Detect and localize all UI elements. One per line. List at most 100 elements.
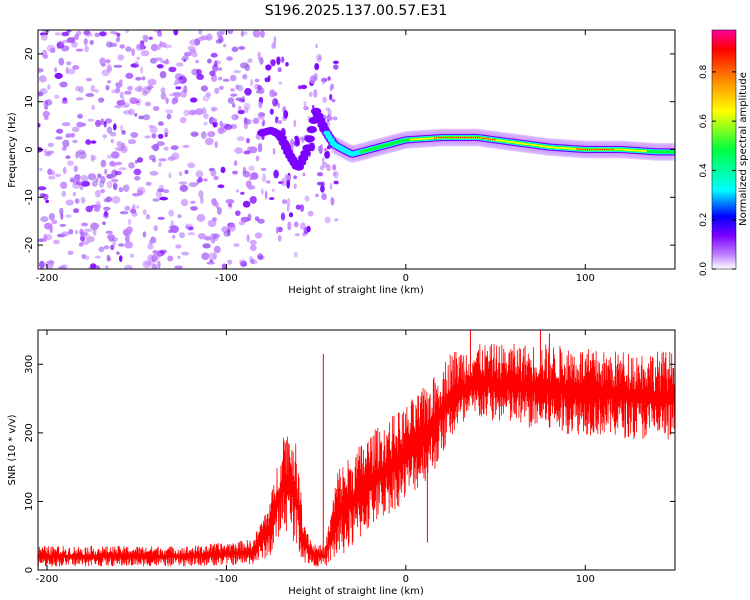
spectrum-noise-blob — [108, 42, 118, 48]
spectrum-ridge-cell — [440, 137, 442, 139]
spectrum-noise-blob — [77, 113, 83, 119]
spectrum-noise-blob — [106, 180, 113, 189]
spectrum-noise-blob — [159, 71, 167, 79]
spectrum-ridge-cell — [428, 137, 432, 140]
spectrum-noise-blob — [153, 57, 163, 61]
spectrum-transition-blob — [280, 212, 286, 221]
spectrum-noise-blob — [133, 168, 142, 176]
spectrum-noise-blob — [106, 154, 112, 159]
spectrum-ridge-cell — [420, 137, 423, 140]
spectrum-transition-blob — [258, 101, 263, 109]
spectrum-ridge-cell — [461, 136, 464, 139]
spectrum-noise-blob — [40, 216, 49, 223]
spectrum-noise-blob — [217, 127, 225, 135]
spectrum-noise-blob — [157, 32, 163, 37]
colorbar-tick-label: 0.0 — [699, 262, 709, 277]
spectrum-transition-blob — [331, 83, 334, 90]
spectrum-noise-blob — [125, 46, 132, 52]
spectrum-noise-blob — [204, 137, 214, 146]
spectrum-noise-blob — [238, 105, 242, 111]
spectrum-noise-blob — [167, 156, 176, 161]
spectrum-noise-blob — [85, 205, 93, 213]
spectrum-noise-blob — [84, 228, 93, 232]
spectrum-noise-blob — [257, 111, 265, 120]
spectrum-noise-blob — [157, 216, 165, 220]
spectrum-noise-blob — [212, 233, 217, 240]
spectrum-noise-blob — [56, 128, 64, 134]
spectrum-ridge-cell — [612, 148, 615, 151]
spectrum-noise-blob — [43, 115, 49, 121]
spectrum-noise-blob — [54, 32, 61, 36]
spectrum-ridge-cell — [495, 139, 499, 142]
spectrum-noise-blob — [116, 251, 120, 255]
spectrum-noise-blob — [46, 44, 56, 52]
spectrum-transition-blob — [264, 77, 271, 83]
spectrum-noise-blob — [180, 57, 187, 61]
spectrum-ridge-cell — [525, 143, 529, 146]
spectrum-ridge-cell — [521, 142, 525, 145]
spectrum-transition-blob — [316, 53, 322, 63]
spectrum-noise-blob — [76, 121, 84, 128]
spectrum-noise-blob — [68, 229, 74, 235]
spectrum-noise-blob — [167, 255, 174, 262]
spectrum-noise-blob — [148, 36, 153, 40]
spectrum-noise-blob — [47, 84, 51, 90]
spectrum-noise-blob — [111, 237, 118, 242]
spectrum-noise-blob — [41, 49, 48, 58]
spectrum-noise-blob — [249, 146, 258, 154]
spectrum-noise-blob — [205, 92, 211, 98]
spectrum-noise-blob — [234, 147, 243, 155]
spectrum-noise-blob — [181, 76, 186, 83]
spectrogram-y-tick-label: 20 — [24, 48, 35, 61]
spectrum-transition-blob — [257, 144, 263, 153]
spectrum-ridge-cell — [523, 142, 527, 145]
spectrum-noise-blob — [244, 64, 251, 72]
spectrum-noise-blob — [243, 31, 248, 35]
spectrum-ridge-cell — [426, 137, 430, 140]
spectrum-noise-blob — [238, 221, 246, 226]
spectrum-noise-blob — [236, 136, 245, 142]
spectrum-noise-blob — [158, 162, 162, 168]
spectrum-transition-blob — [315, 193, 319, 198]
spectrum-noise-blob — [110, 138, 115, 144]
spectrum-ridge-cell — [444, 136, 447, 139]
spectrum-noise-blob — [211, 118, 218, 123]
spectrum-ridge-cell — [536, 144, 540, 147]
spectrum-ridge-cell — [580, 148, 582, 150]
spectrum-noise-blob — [101, 69, 110, 77]
spectrum-noise-blob — [76, 180, 82, 186]
spectrum-noise-blob — [78, 151, 87, 160]
spectrum-ridge-cell — [626, 149, 630, 151]
spectrum-noise-blob — [221, 263, 227, 269]
spectrum-ridge-cell — [491, 139, 494, 141]
spectrum-ridge-cell — [624, 148, 628, 151]
spectrum-ridge-cell — [468, 136, 470, 139]
spectrum-noise-blob — [222, 78, 230, 82]
spectrum-ridge-cell — [644, 150, 647, 153]
spectrum-noise-blob — [80, 196, 86, 204]
spectrum-noise-blob — [126, 226, 133, 234]
spectrum-noise-blob — [254, 232, 263, 239]
spectrum-transition-blob — [320, 184, 325, 193]
spectrum-ridge-cell — [573, 147, 576, 150]
spectrum-noise-blob — [119, 124, 124, 132]
spectrum-noise-blob — [110, 30, 117, 35]
spectrum-transition-blob — [260, 188, 264, 195]
spectrum-noise-blob — [105, 84, 110, 91]
spectrum-transition-blob — [277, 226, 283, 233]
colorbar-tick-label: 0.8 — [699, 64, 709, 79]
spectrum-noise-blob — [187, 162, 196, 169]
spectrum-ridge-cell — [534, 144, 538, 147]
spectrum-noise-blob — [233, 160, 238, 166]
spectrum-noise-blob — [116, 32, 121, 37]
spectrum-ridge-cell — [568, 147, 572, 150]
spectrum-ridge-cell — [530, 143, 533, 146]
spectrum-noise-blob — [151, 263, 158, 269]
spectrum-noise-blob — [170, 145, 179, 151]
spectrum-noise-blob — [249, 177, 254, 181]
spectrum-noise-blob — [65, 214, 72, 219]
spectrum-noise-blob — [71, 126, 80, 133]
spectrum-noise-blob — [163, 44, 173, 49]
spectrum-noise-blob — [61, 231, 70, 237]
